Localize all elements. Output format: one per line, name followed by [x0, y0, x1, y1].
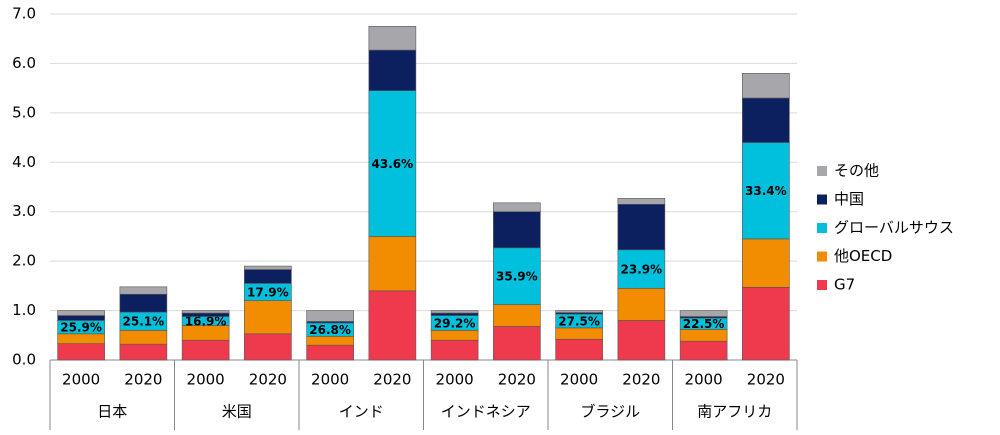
share-label: 22.5% [683, 317, 725, 331]
x-tick-label: 2020 [747, 371, 785, 389]
x-tick-label: 2020 [373, 371, 411, 389]
y-tick-label: 3.0 [12, 202, 36, 220]
group-label: 日本 [97, 403, 127, 421]
bar-segment [493, 304, 541, 327]
y-tick-label: 7.0 [12, 5, 36, 23]
bar-segment [617, 288, 666, 321]
bar-segment [119, 293, 168, 313]
bar-segment [181, 310, 230, 314]
bar-segment [555, 338, 603, 361]
group-label: インドネシア [441, 403, 531, 421]
bar-segment [368, 49, 417, 91]
x-tick-label: 2000 [560, 371, 598, 389]
bar-segment [617, 198, 666, 205]
bar-segment [244, 300, 292, 335]
bar-segment [57, 333, 105, 344]
bar-segment [368, 290, 417, 361]
legend-swatch [817, 251, 827, 262]
bar-segment [181, 312, 230, 317]
y-tick-label: 0.0 [12, 351, 36, 369]
legend-label: 中国 [834, 190, 864, 208]
bar-segment [679, 310, 728, 317]
share-label: 26.8% [309, 323, 351, 337]
bar-segment [742, 142, 790, 240]
bar-segment [679, 340, 728, 361]
bar-segment [368, 90, 417, 237]
bar-segment [368, 26, 417, 51]
bar-segment [493, 211, 541, 249]
x-tick-label: 2000 [62, 371, 100, 389]
bar-segment [493, 202, 541, 213]
share-label: 17.9% [247, 286, 289, 300]
bar-segment [119, 343, 168, 361]
y-tick-label: 5.0 [12, 103, 36, 121]
share-label: 16.9% [185, 314, 227, 328]
bar-segment [306, 335, 354, 346]
bar-segment [742, 73, 790, 99]
legend-swatch [817, 166, 827, 176]
bar-segment [244, 269, 292, 284]
legend-swatch [817, 280, 827, 290]
share-label: 25.9% [60, 321, 102, 335]
bar-segment [368, 236, 417, 292]
x-tick-label: 2020 [249, 371, 287, 389]
legend-swatch [817, 223, 827, 233]
group-label: 米国 [222, 403, 252, 421]
bar-segment [57, 315, 105, 321]
share-label: 25.1% [123, 315, 165, 329]
bar-segment [617, 320, 666, 361]
share-label: 35.9% [496, 270, 538, 284]
x-tick-label: 2020 [498, 371, 536, 389]
bar-segment [742, 238, 790, 288]
x-tick-label: 2020 [622, 371, 660, 389]
bar-segment [430, 339, 479, 361]
bar-segment [57, 343, 105, 361]
x-tick-label: 2000 [187, 371, 225, 389]
share-label: 33.4% [745, 184, 787, 198]
y-tick-label: 4.0 [12, 153, 36, 171]
legend-label: 他OECD [834, 247, 892, 265]
x-tick-label: 2000 [685, 371, 723, 389]
share-label: 23.9% [621, 263, 663, 277]
bar-segment [306, 344, 354, 361]
bar-segment [617, 204, 666, 251]
y-tick-label: 6.0 [12, 54, 36, 72]
bar-segment [493, 326, 541, 361]
share-label: 29.2% [434, 316, 476, 330]
y-tick-label: 2.0 [12, 252, 36, 270]
y-tick-label: 1.0 [12, 301, 36, 319]
x-tick-label: 2000 [311, 371, 349, 389]
legend-label: グローバルサウス [834, 219, 954, 237]
group-label: ブラジル [580, 403, 640, 421]
bar-segment [306, 310, 354, 322]
bar-segment [244, 333, 292, 361]
x-tick-label: 2020 [124, 371, 162, 389]
bar-segment [493, 247, 541, 305]
legend-swatch [817, 194, 827, 205]
share-label: 43.6% [372, 157, 414, 171]
x-tick-label: 2000 [436, 371, 474, 389]
bar-segment [119, 330, 168, 345]
bar-segment [119, 286, 168, 295]
bar-segment [430, 310, 479, 314]
bar-segment [555, 310, 603, 313]
bar-segment [57, 310, 105, 316]
bar-segment [742, 287, 790, 361]
bar-segment [742, 97, 790, 143]
share-label: 27.5% [558, 314, 600, 328]
bar-segment [244, 265, 292, 270]
legend-label: G7 [834, 276, 855, 294]
bar-segment [430, 312, 479, 316]
group-label: 南アフリカ [697, 403, 772, 421]
group-label: インド [339, 403, 384, 421]
bar-segment [555, 327, 603, 340]
legend-label: その他 [834, 162, 879, 180]
bar-segment [181, 339, 230, 361]
bar-segment [430, 330, 479, 341]
